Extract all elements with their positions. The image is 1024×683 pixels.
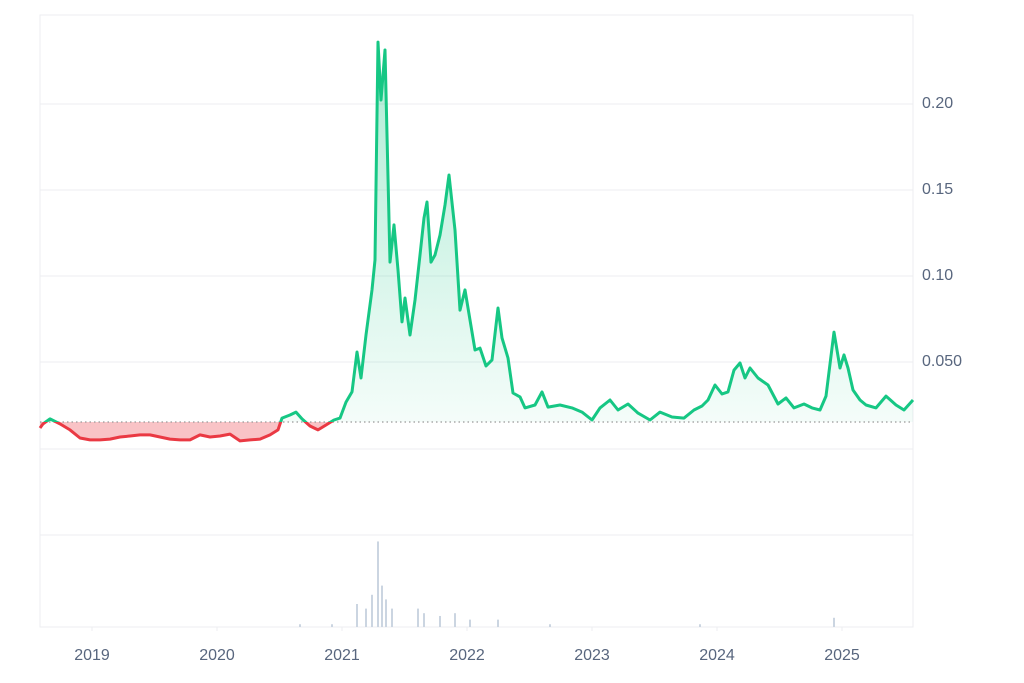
y-tick-label: 0.050 (922, 353, 962, 370)
volume-bar (377, 541, 379, 627)
volume-bar (469, 619, 471, 627)
y-tick-label: 0.15 (922, 181, 953, 198)
volume-bar (365, 608, 367, 627)
volume-bar (423, 613, 425, 627)
volume-bar (833, 617, 835, 627)
plot-frame (39, 14, 914, 628)
area-below (40, 422, 331, 441)
volume-bar (497, 619, 499, 627)
x-tick-label: 2025 (824, 647, 860, 664)
volume-bar (385, 599, 387, 627)
x-tick-label: 2024 (699, 647, 735, 664)
volume-bar (391, 608, 393, 627)
x-tick-label: 2023 (574, 647, 610, 664)
volume-bar (439, 615, 441, 627)
volume-bar (699, 624, 701, 627)
volume-bar (331, 624, 333, 627)
volume-bar (371, 594, 373, 627)
area-above (40, 42, 913, 423)
volume-bar (356, 604, 358, 627)
price-line (43, 40, 915, 423)
y-tick-label: 0.20 (922, 95, 953, 112)
volume-bar (454, 613, 456, 627)
volume-bar (299, 624, 301, 627)
x-tick-label: 2020 (199, 647, 235, 664)
x-tick-label: 2021 (324, 647, 360, 664)
y-tick-label: 0.10 (922, 267, 953, 284)
price-line (38, 422, 334, 443)
volume-bar (417, 608, 419, 627)
volume-bar (549, 624, 551, 627)
volume-bar (381, 585, 383, 627)
x-tick-label: 2022 (449, 647, 485, 664)
x-tick-label: 2019 (74, 647, 110, 664)
